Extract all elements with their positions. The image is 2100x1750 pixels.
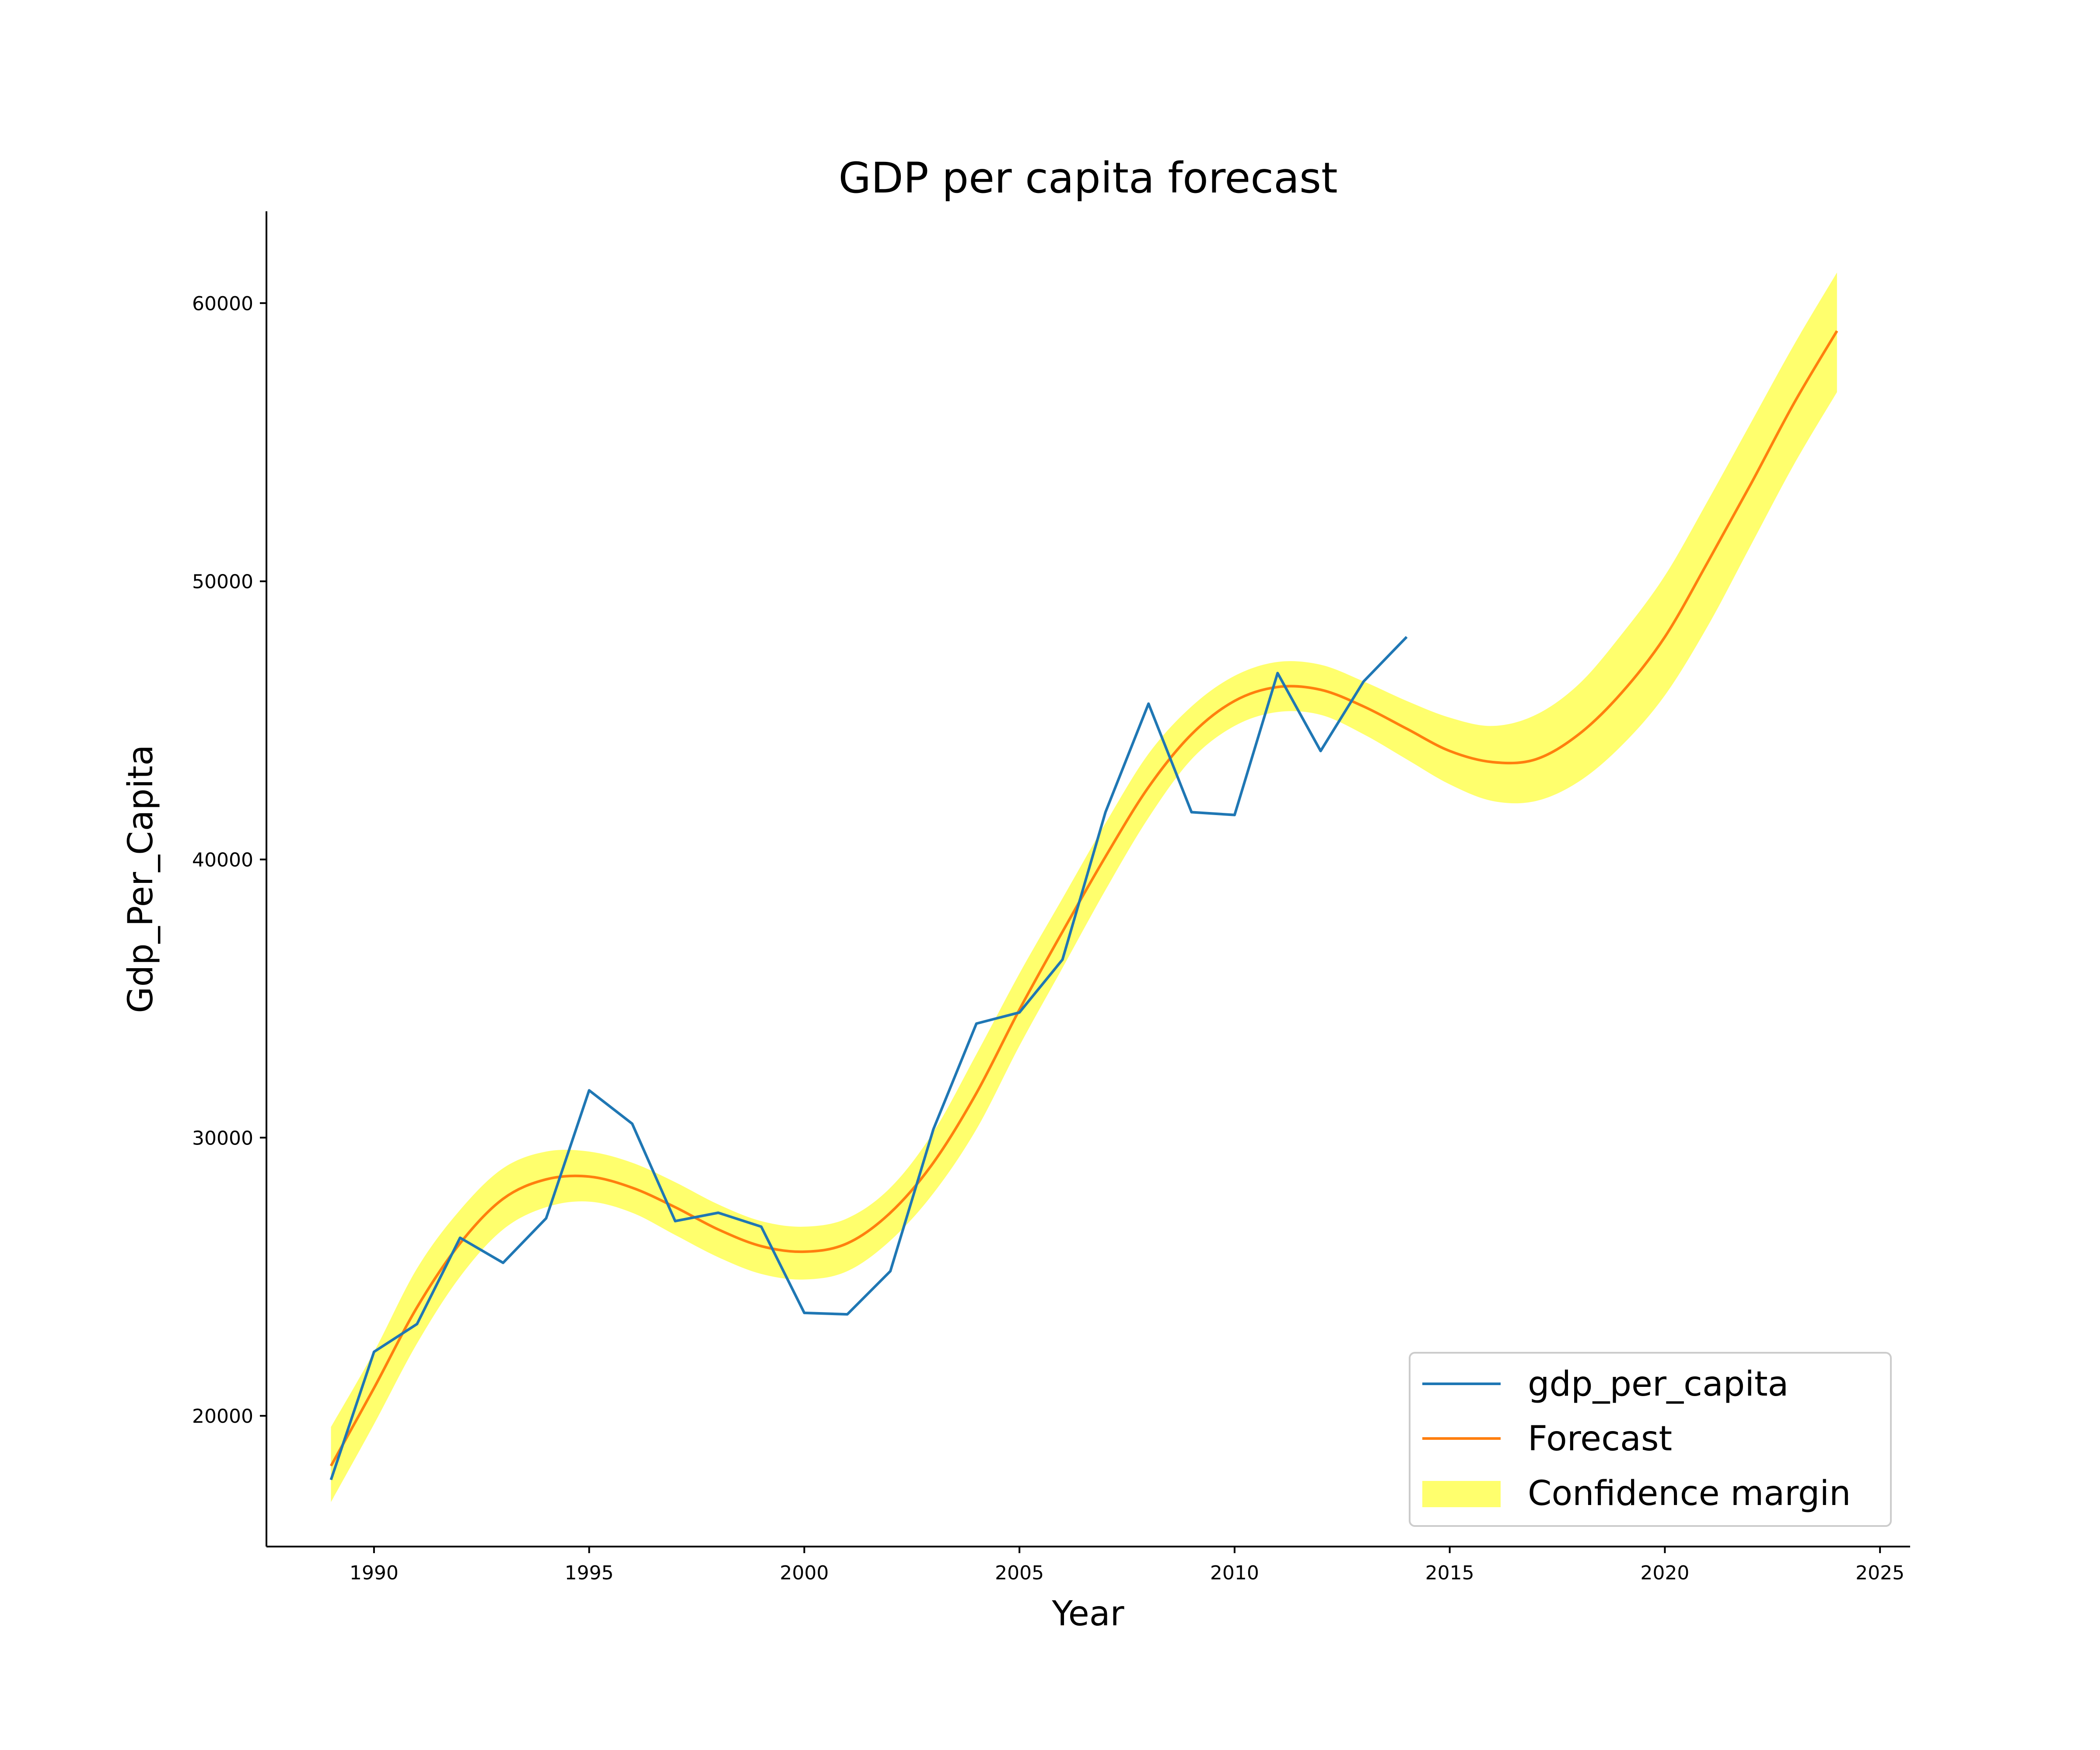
series-line-layer xyxy=(329,330,1838,1480)
plot-area xyxy=(329,272,1838,1502)
axes xyxy=(266,211,1910,1547)
legend-frame xyxy=(1409,1352,1892,1527)
y-axis-ticks: 20000 30000 40000 50000 60000 xyxy=(192,293,266,1428)
forecast-line xyxy=(329,330,1838,1467)
y-tick-label: 50000 xyxy=(192,571,253,593)
x-tick-label: 1995 xyxy=(565,1562,614,1584)
y-tick-label: 40000 xyxy=(192,849,253,871)
y-axis-title: Gdp_Per_Capita xyxy=(121,745,161,1013)
x-tick-label: 2010 xyxy=(1210,1562,1259,1584)
chart-title: GDP per capita forecast xyxy=(838,154,1337,203)
y-tick-label: 30000 xyxy=(192,1127,253,1149)
x-tick-label: 2025 xyxy=(1855,1562,1904,1584)
x-tick-label: 2020 xyxy=(1640,1562,1689,1584)
legend-swatch-confidence-margin xyxy=(1422,1481,1501,1507)
legend: gdp_per_capita Forecast Confidence margi… xyxy=(1409,1352,1892,1527)
legend-label-confidence-margin: Confidence margin xyxy=(1528,1474,1851,1513)
y-tick-label: 60000 xyxy=(192,293,253,315)
x-tick-label: 2000 xyxy=(780,1562,829,1584)
x-tick-label: 1990 xyxy=(350,1562,399,1584)
legend-label-forecast: Forecast xyxy=(1528,1419,1672,1459)
gdp-per-capita-line xyxy=(329,636,1408,1480)
legend-label-gdp-per-capita: gdp_per_capita xyxy=(1528,1365,1788,1404)
x-axis-title: Year xyxy=(1051,1594,1124,1634)
y-tick-label: 20000 xyxy=(192,1405,253,1428)
x-tick-label: 2005 xyxy=(995,1562,1044,1584)
x-tick-label: 2015 xyxy=(1425,1562,1474,1584)
x-axis-ticks: 1990 1995 2000 2005 2010 2015 2020 2025 xyxy=(350,1547,1904,1584)
